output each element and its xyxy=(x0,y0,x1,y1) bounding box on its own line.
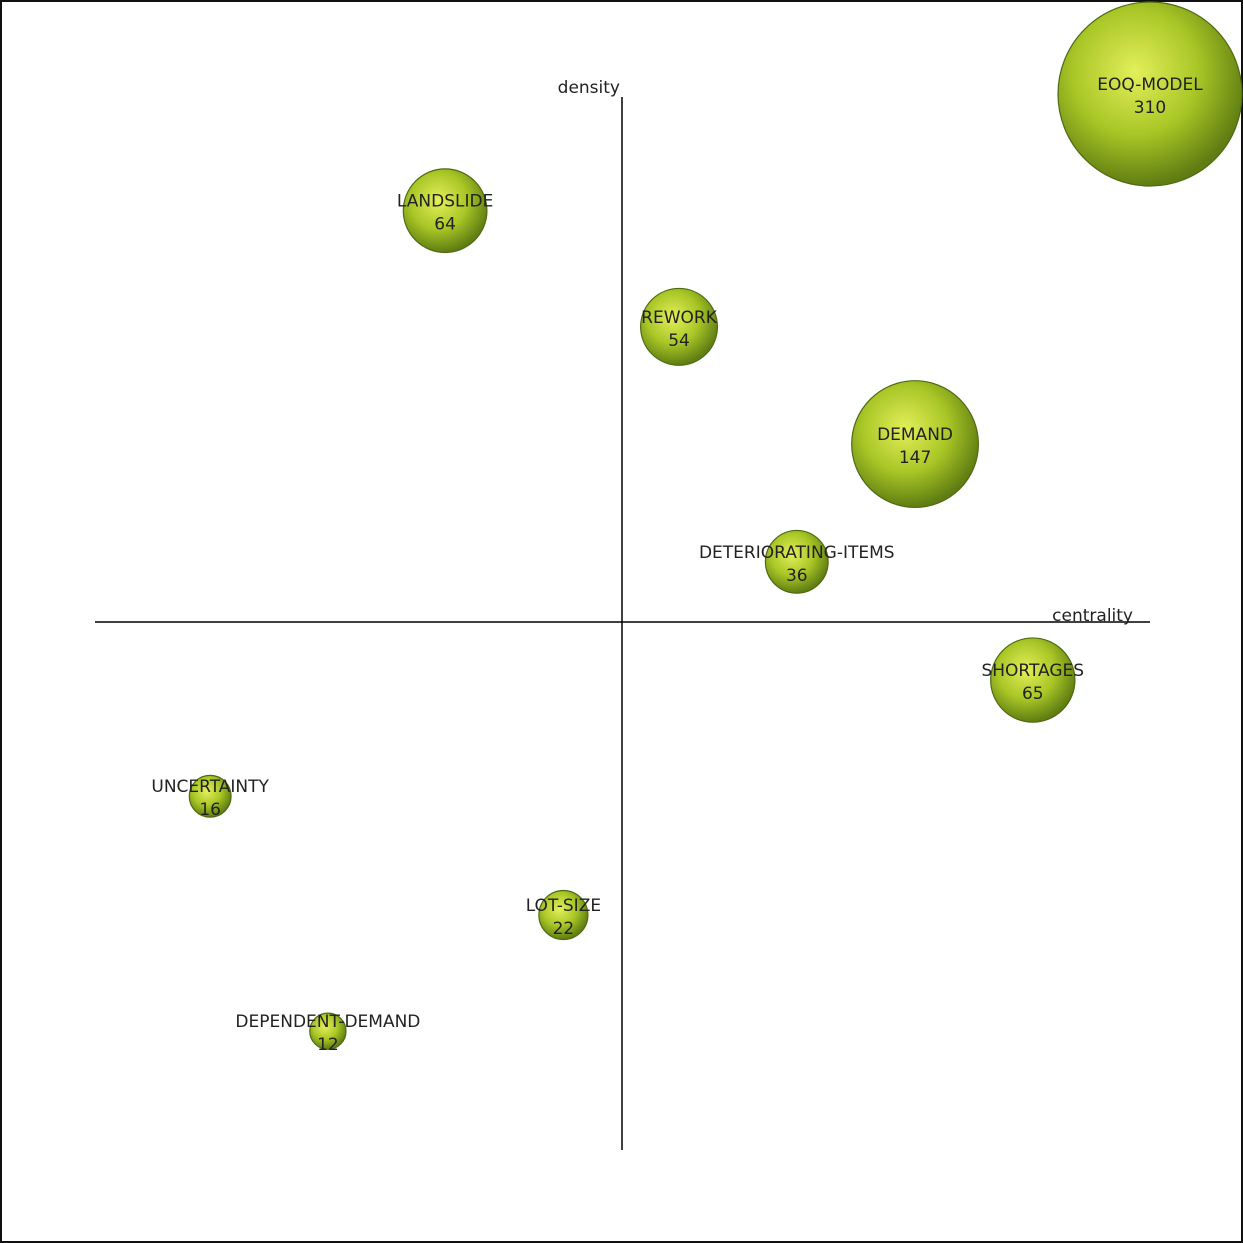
bubble-value: 65 xyxy=(1022,684,1044,704)
bubble-demand[interactable]: DEMAND 147 xyxy=(851,380,979,509)
bubble-label: DEPENDENT-DEMAND xyxy=(235,1012,420,1032)
bubble-label: REWORK xyxy=(641,308,718,328)
bubble-value: 16 xyxy=(199,800,221,820)
bubble-circle[interactable] xyxy=(538,889,589,941)
bubble-value: 310 xyxy=(1134,98,1166,118)
bubble-value: 64 xyxy=(434,215,456,235)
bubble-circle[interactable] xyxy=(990,637,1076,723)
bubble-circle[interactable] xyxy=(402,168,488,254)
bubble-circle[interactable] xyxy=(188,774,232,818)
bubble-value: 54 xyxy=(668,331,690,351)
bubble-shortages[interactable]: SHORTAGES 65 xyxy=(981,637,1084,723)
bubble-label: DEMAND xyxy=(877,425,953,445)
bubble-label: DETERIORATING-ITEMS xyxy=(699,543,895,563)
bubble-dependent-demand[interactable]: DEPENDENT-DEMAND 12 xyxy=(235,1012,420,1055)
bubble-label: UNCERTAINTY xyxy=(151,777,269,797)
bubble-value: 12 xyxy=(317,1035,339,1055)
bubble-value: 22 xyxy=(553,919,575,939)
x-axis-label: centrality xyxy=(1052,606,1133,626)
bubble-rework[interactable]: REWORK 54 xyxy=(640,287,719,366)
bubble-value: 36 xyxy=(786,566,808,586)
bubbles-group: EOQ-MODEL 310 LANDSLIDE 64 REWORK 54 DEMAND 147… xyxy=(151,1,1243,1055)
bubble-circle[interactable] xyxy=(764,529,829,594)
bubble-eoq-model[interactable]: EOQ-MODEL 310 xyxy=(1057,1,1243,187)
bubble-circle[interactable] xyxy=(851,380,979,509)
bubble-circle[interactable] xyxy=(309,1012,347,1050)
bubble-landslide[interactable]: LANDSLIDE 64 xyxy=(397,168,493,254)
bubble-circle[interactable] xyxy=(1057,1,1243,187)
bubble-value: 147 xyxy=(899,448,931,468)
bubble-uncertainty[interactable]: UNCERTAINTY 16 xyxy=(151,774,270,820)
bubble-label: SHORTAGES xyxy=(981,661,1084,681)
bubble-label: LOT-SIZE xyxy=(526,896,601,916)
bubble-circle[interactable] xyxy=(640,287,719,366)
bubble-label: LANDSLIDE xyxy=(397,192,493,212)
y-axis-label: density xyxy=(558,78,620,98)
bubble-deteriorating-items[interactable]: DETERIORATING-ITEMS 36 xyxy=(699,529,895,594)
bubble-label: EOQ-MODEL xyxy=(1097,75,1203,95)
bubble-lot-size[interactable]: LOT-SIZE 22 xyxy=(526,889,601,941)
